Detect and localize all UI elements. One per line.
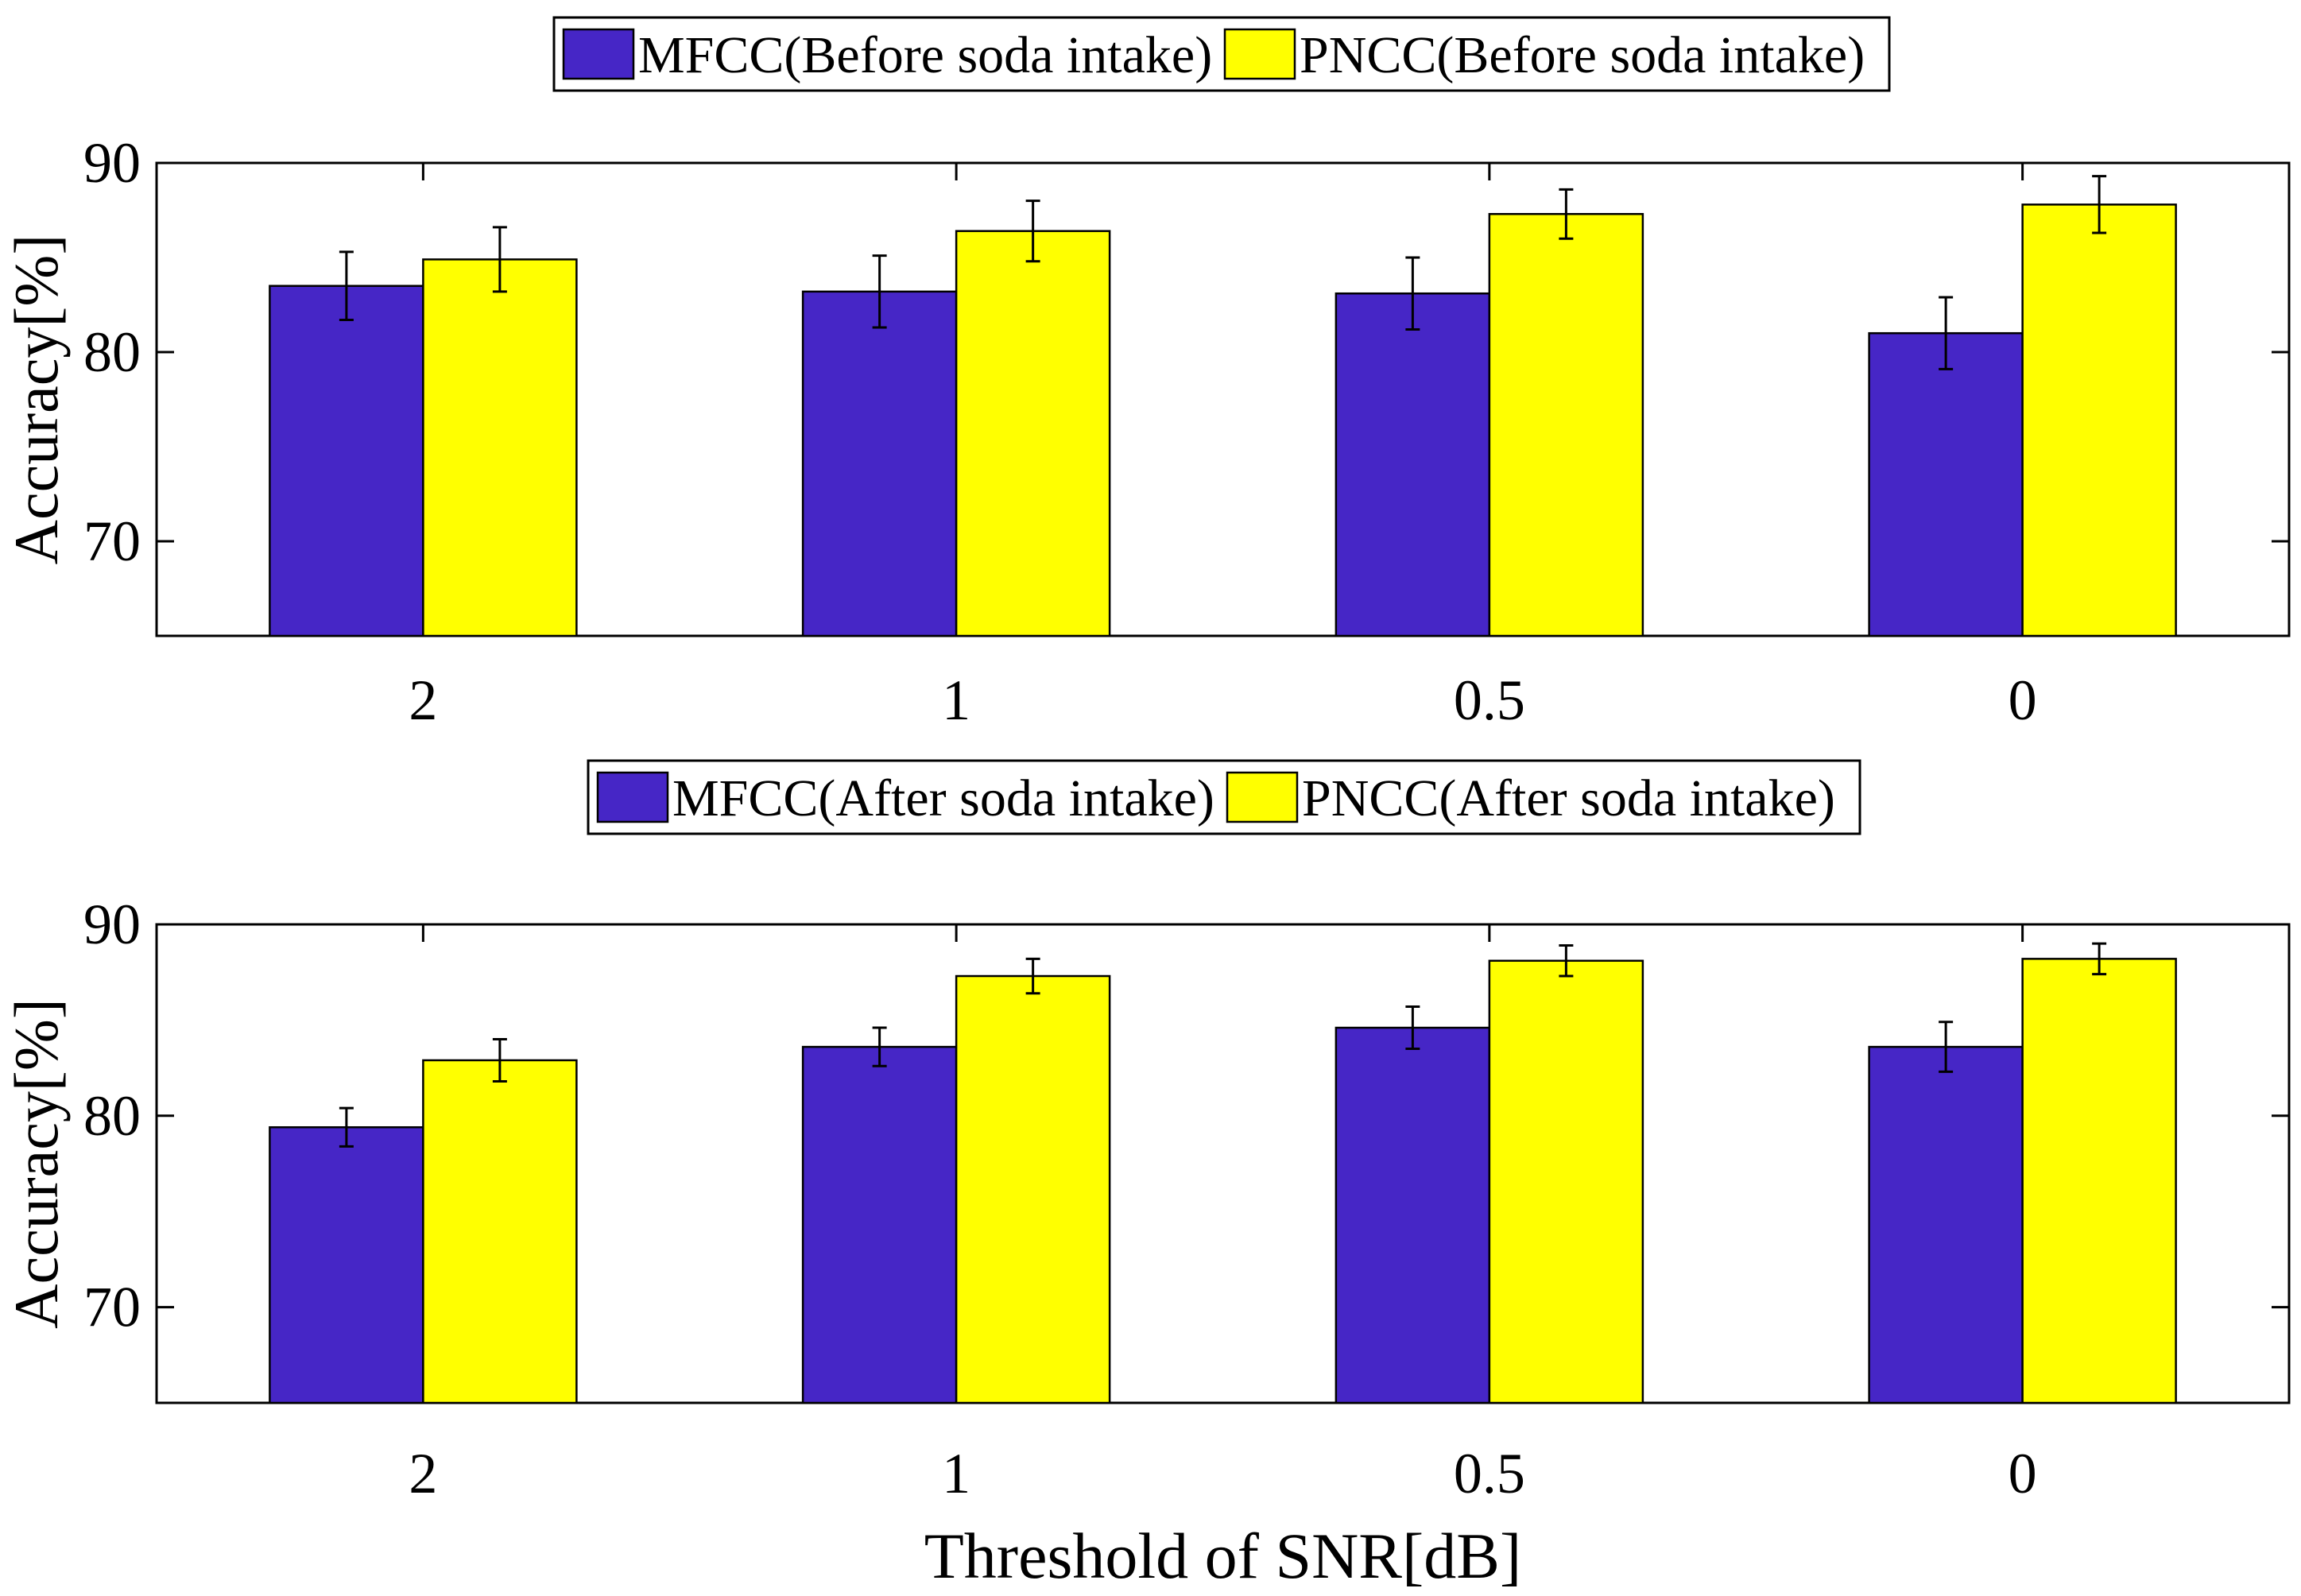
- legend-label: MFCC(After soda intake): [672, 769, 1214, 827]
- legend-box: [552, 16, 1891, 92]
- y-axis-label: Accuracy[%]: [2, 998, 71, 1329]
- legend: MFCC(Before soda intake) PNCC(Before soda…: [552, 16, 1891, 92]
- mfcc-bar: [1335, 292, 1491, 637]
- mfcc-bar: [801, 290, 958, 637]
- x-tick-label: 1: [942, 668, 970, 732]
- mfcc-legend-swatch: [562, 28, 635, 80]
- y-axis-label: Accuracy[%]: [2, 234, 71, 565]
- bottom-chart-panel: 70 80 90 2 1 0.5 0 Accuracy[%] Threshold of SNR[…: [2, 759, 2291, 1592]
- x-tick-label: 2: [409, 668, 437, 732]
- x-tick-label: 2: [409, 1442, 437, 1505]
- mfcc-legend-swatch: [596, 771, 669, 823]
- pncc-legend-swatch: [1226, 771, 1299, 823]
- pncc-bar: [1488, 959, 1644, 1404]
- x-axis-label: Threshold of SNR[dB]: [924, 1520, 1522, 1592]
- mfcc-bar: [269, 1125, 424, 1404]
- y-tick-label: 80: [83, 320, 141, 384]
- mfcc-bar: [1868, 1045, 2024, 1404]
- axes-frame: [155, 161, 2291, 637]
- pncc-bar: [955, 974, 1111, 1404]
- y-tick-label: 90: [83, 131, 141, 195]
- legend-box: [587, 759, 1861, 835]
- pncc-bar: [422, 1059, 578, 1404]
- pncc-legend-swatch: [1223, 28, 1296, 80]
- pncc-bar: [1488, 213, 1644, 637]
- mfcc-bar: [269, 285, 424, 637]
- pncc-bar: [2021, 958, 2177, 1404]
- legend-label: PNCC(Before soda intake): [1300, 26, 1865, 84]
- axes-frame: [155, 923, 2291, 1404]
- pncc-bar: [2021, 203, 2177, 637]
- top-chart-panel: 70 80 90 2 1 0.5 0 Accuracy[%] MFCC(Before soda …: [2, 16, 2291, 732]
- y-tick-label: 80: [83, 1084, 141, 1148]
- mfcc-bar: [1868, 331, 2024, 637]
- pncc-bar: [955, 230, 1111, 637]
- pncc-bar: [422, 258, 578, 637]
- x-tick-label: 0: [2009, 668, 2037, 732]
- legend: MFCC(After soda intake) PNCC(After soda i…: [587, 759, 1861, 835]
- y-tick-label: 90: [83, 893, 141, 956]
- legend-label: PNCC(After soda intake): [1302, 769, 1835, 827]
- x-tick-label: 0.5: [1454, 668, 1525, 732]
- x-tick-label: 1: [942, 1442, 970, 1505]
- y-tick-label: 70: [83, 1276, 141, 1339]
- x-tick-label: 0.5: [1454, 1442, 1525, 1505]
- mfcc-bar: [801, 1045, 958, 1404]
- y-tick-label: 70: [83, 509, 141, 573]
- legend-label: MFCC(Before soda intake): [638, 26, 1212, 84]
- x-tick-label: 0: [2009, 1442, 2037, 1505]
- mfcc-bar: [1335, 1026, 1491, 1404]
